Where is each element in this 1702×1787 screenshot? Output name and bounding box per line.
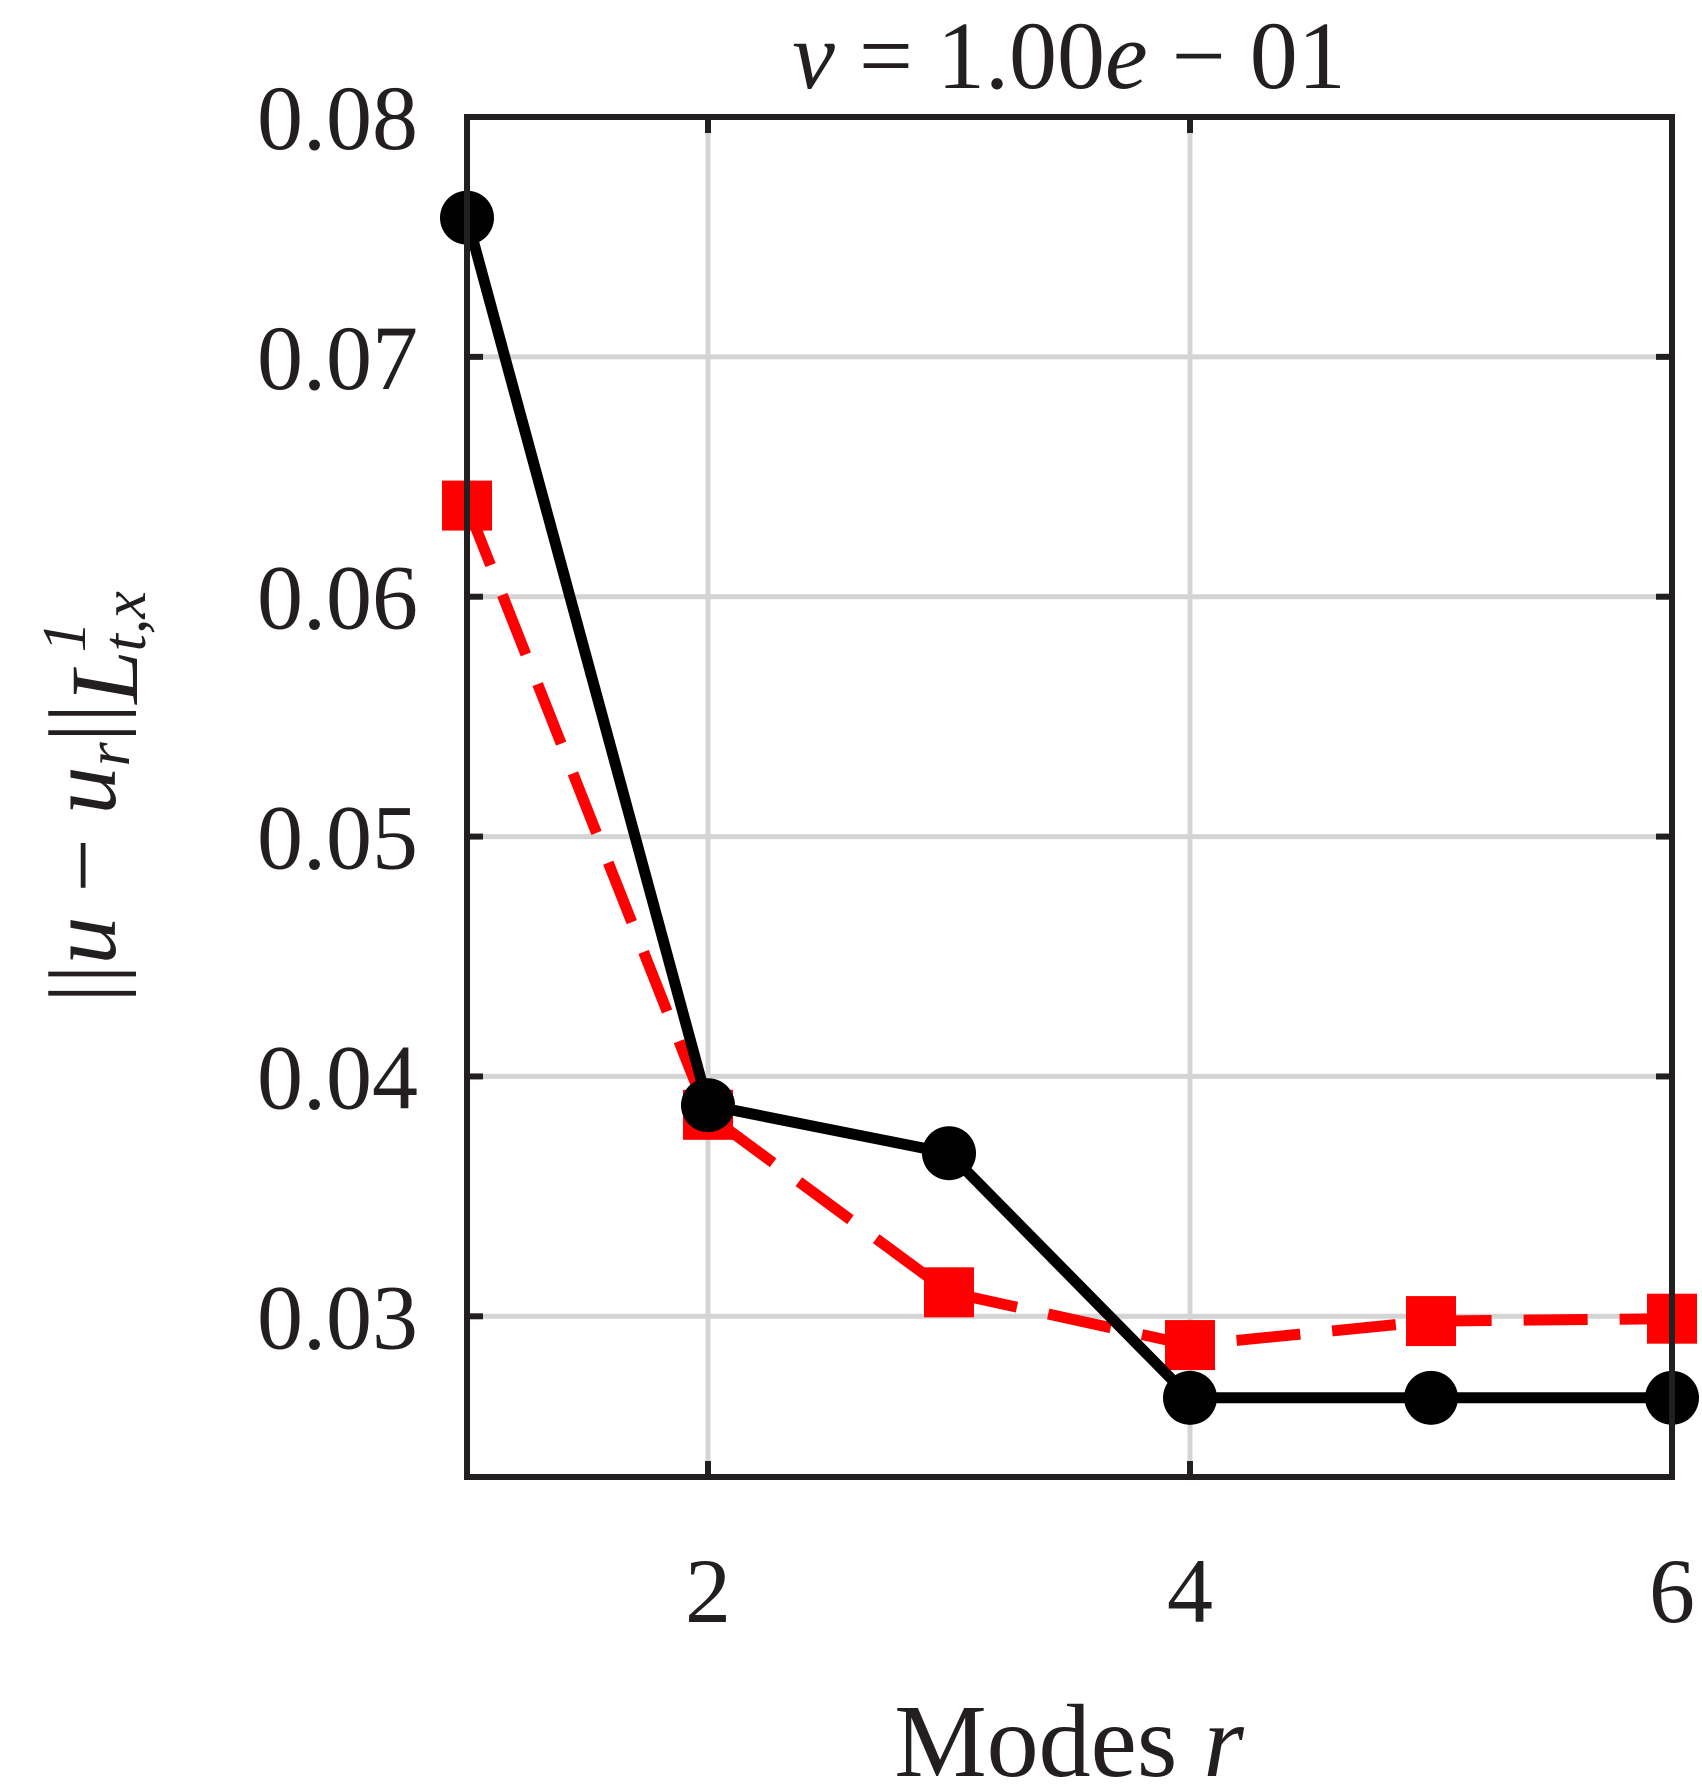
data-point-red-squares-3 (924, 1267, 974, 1318)
y-tick-label: 0.04 (257, 1026, 418, 1128)
data-point-red-squares-4 (1165, 1320, 1215, 1371)
y-label-u: u (29, 916, 136, 964)
y-label-r-sub: r (75, 741, 143, 766)
title-minus: − (1172, 2, 1226, 109)
y-label-norm-left: || (29, 964, 136, 1002)
x-tick-label: 2 (685, 1540, 731, 1642)
tick-labels: 0.03 0.04 0.05 0.06 0.07 0.08 2 4 6 (257, 67, 1695, 1642)
x-label-space (1177, 1684, 1203, 1787)
data-point-red-squares-5 (1406, 1296, 1456, 1347)
title-space-4 (1226, 2, 1250, 109)
series-line-black-circles (461, 216, 1672, 1404)
data-point-black-circles-2 (681, 1078, 735, 1133)
y-axis-label-text: ||u − ur||L1t,x (29, 591, 159, 1003)
title-value: 1.00 (937, 2, 1105, 109)
series-line-red-squares (461, 503, 1673, 1351)
y-tick-label: 0.06 (257, 547, 418, 649)
y-label-space-1 (29, 892, 136, 916)
y-tick-label: 0.05 (257, 787, 418, 889)
x-label-word: Modes (894, 1684, 1177, 1787)
y-label-sub: t,x (91, 591, 159, 652)
y-label-sup: 1 (31, 621, 99, 652)
x-axis-label: Modes r (894, 1684, 1244, 1787)
x-tick-label: 4 (1167, 1540, 1213, 1642)
y-axis-label: ||u − ur||L1t,x (29, 591, 159, 1003)
y-label-space-2 (29, 814, 136, 838)
title-space-3 (1148, 2, 1172, 109)
title-equals: = (859, 2, 913, 109)
title-space-1 (835, 2, 859, 109)
y-tick-label: 0.03 (257, 1266, 418, 1368)
chart-title: ν = 1.00e − 01 (792, 2, 1346, 109)
data-point-black-circles-5 (1404, 1370, 1458, 1425)
title-e: e (1105, 2, 1148, 109)
y-tick-label: 0.08 (257, 67, 418, 169)
data-point-black-circles-4 (1163, 1370, 1217, 1425)
x-tick-label: 6 (1649, 1540, 1695, 1642)
y-label-L: L (51, 650, 158, 705)
y-label-norm-right: || (29, 704, 136, 742)
y-label-ur: u (29, 766, 136, 814)
y-tick-label: 0.07 (257, 307, 418, 409)
x-label-var: r (1203, 1684, 1244, 1787)
title-exponent: 01 (1250, 2, 1346, 109)
data-point-black-circles-3 (922, 1126, 976, 1181)
title-nu: ν (792, 2, 835, 109)
plot-area-frame (464, 114, 1675, 1480)
title-space-2 (913, 2, 937, 109)
y-label-minus: − (29, 838, 136, 892)
